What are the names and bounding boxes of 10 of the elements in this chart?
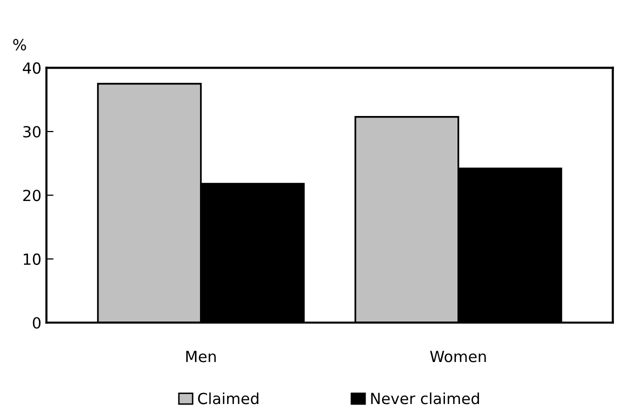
y-tick-label: 40 <box>22 62 41 74</box>
y-tick-label: 0 <box>32 317 41 329</box>
y-tick-label: 10 <box>24 253 41 265</box>
x-tick-label: Men <box>186 350 216 362</box>
legend-label: Claimed <box>198 392 258 404</box>
x-tick-label: Women <box>430 350 486 362</box>
legend-label: Never claimed <box>371 392 479 404</box>
y-tick-label: 30 <box>23 126 41 138</box>
y-axis-title: % <box>13 38 26 50</box>
y-tick-label: 20 <box>23 190 41 202</box>
